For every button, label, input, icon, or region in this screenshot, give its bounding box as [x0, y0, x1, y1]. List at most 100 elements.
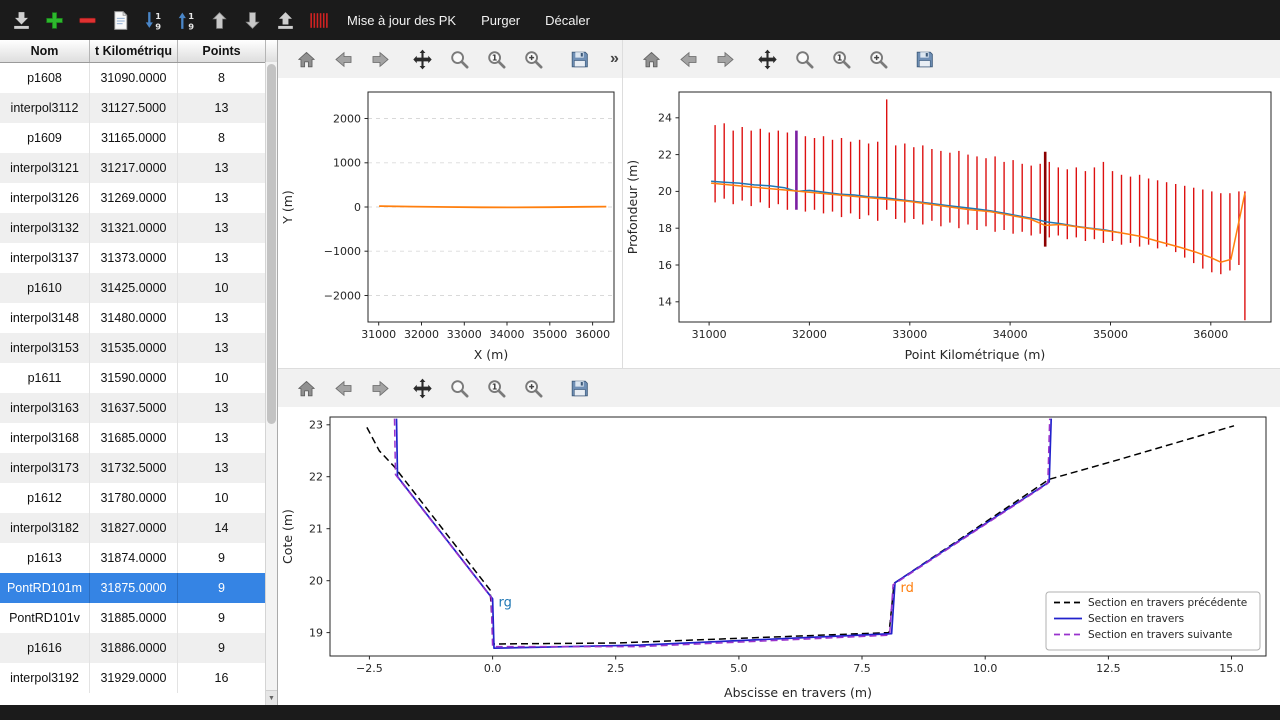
cell-points: 10 [178, 273, 266, 303]
add-section-button[interactable] [39, 5, 69, 35]
update-pk-button[interactable]: Mise à jour des PK [347, 12, 457, 28]
purge-button[interactable]: Purger [481, 12, 521, 28]
zoom-plus-button[interactable] [519, 374, 547, 402]
svg-text:−1000: −1000 [324, 245, 361, 258]
home-button[interactable] [292, 45, 320, 73]
add-icon [43, 9, 66, 32]
zoom-button[interactable] [790, 45, 818, 73]
cell-points: 10 [178, 483, 266, 513]
table-row-interpol3137[interactable]: interpol3137 31373.0000 13 [0, 243, 277, 273]
table-row-interpol3148[interactable]: interpol3148 31480.0000 13 [0, 303, 277, 333]
zoom-button[interactable] [445, 45, 473, 73]
save-icon [568, 377, 591, 400]
zoom-button[interactable] [445, 374, 473, 402]
zoom-plus-button[interactable] [864, 45, 892, 73]
export-sections-button[interactable] [270, 5, 300, 35]
cell-nom: interpol3148 [0, 303, 90, 333]
column-header-0[interactable]: Nom [0, 40, 90, 62]
zoom-one-button[interactable]: 1 [827, 45, 855, 73]
forward-icon [369, 48, 392, 71]
edit-section-button[interactable] [105, 5, 135, 35]
table-row-interpol3121[interactable]: interpol3121 31217.0000 13 [0, 153, 277, 183]
cell-pk: 31090.0000 [90, 63, 178, 93]
save-button[interactable] [910, 45, 938, 73]
delete-section-button[interactable] [72, 5, 102, 35]
svg-text:15.0: 15.0 [1219, 662, 1244, 675]
sections-pattern-button[interactable] [303, 5, 333, 35]
table-row-interpol3192[interactable]: interpol3192 31929.0000 16 [0, 663, 277, 693]
svg-text:Section en travers précédente: Section en travers précédente [1088, 597, 1247, 609]
table-row-interpol3182[interactable]: interpol3182 31827.0000 14 [0, 513, 277, 543]
pan-button[interactable] [753, 45, 781, 73]
table-scrollbar[interactable]: ▼ [265, 62, 277, 705]
figures-area: 1 » 31000 32000 33000 34000 35000 36000 −2000 −1… [278, 40, 1280, 705]
cell-points: 8 [178, 123, 266, 153]
cell-nom: interpol3163 [0, 393, 90, 423]
cell-nom: p1608 [0, 63, 90, 93]
svg-text:32000: 32000 [792, 328, 827, 341]
table-row-interpol3126[interactable]: interpol3126 31269.0000 13 [0, 183, 277, 213]
forward-button[interactable] [711, 45, 739, 73]
table-row-p1613[interactable]: p1613 31874.0000 9 [0, 543, 277, 573]
save-button[interactable] [565, 45, 593, 73]
svg-text:Y (m): Y (m) [280, 190, 295, 225]
pan-button[interactable] [408, 374, 436, 402]
shift-button[interactable]: Décaler [545, 12, 590, 28]
table-row-interpol3112[interactable]: interpol3112 31127.5000 13 [0, 93, 277, 123]
table-row-p1616[interactable]: p1616 31886.0000 9 [0, 633, 277, 663]
pan-button[interactable] [408, 45, 436, 73]
forward-button[interactable] [366, 374, 394, 402]
cross-section-chart[interactable]: rg rd −2.5 0.0 2.5 5.0 7.5 10.0 12.5 15.0 19 20 21 22… [278, 407, 1280, 705]
back-button[interactable] [329, 45, 357, 73]
table-row-p1609[interactable]: p1609 31165.0000 8 [0, 123, 277, 153]
table-row-p1608[interactable]: p1608 31090.0000 8 [0, 63, 277, 93]
cell-nom: p1616 [0, 633, 90, 663]
table-row-p1612[interactable]: p1612 31780.0000 10 [0, 483, 277, 513]
svg-text:X (m): X (m) [474, 347, 508, 362]
zoom-plus-button[interactable] [519, 45, 547, 73]
back-button[interactable] [329, 374, 357, 402]
forward-button[interactable] [366, 45, 394, 73]
table-row-p1611[interactable]: p1611 31590.0000 10 [0, 363, 277, 393]
plan-figure-canvas: 31000 32000 33000 34000 35000 36000 −2000 −1000… [278, 78, 622, 368]
cell-points: 13 [178, 243, 266, 273]
table-row-PontRD101m[interactable]: PontRD101m 31875.0000 9 [0, 573, 277, 603]
move-up-button[interactable] [204, 5, 234, 35]
cell-nom: interpol3168 [0, 423, 90, 453]
scrollbar-down-button[interactable]: ▼ [266, 690, 277, 705]
svg-text:22: 22 [658, 148, 672, 161]
save-button[interactable] [565, 374, 593, 402]
svg-text:2.5: 2.5 [607, 662, 625, 675]
home-button[interactable] [637, 45, 665, 73]
move-down-button[interactable] [237, 5, 267, 35]
svg-text:Point Kilométrique (m): Point Kilométrique (m) [905, 347, 1046, 362]
table-row-interpol3173[interactable]: interpol3173 31732.5000 13 [0, 453, 277, 483]
plan-view-chart[interactable]: 31000 32000 33000 34000 35000 36000 −2000 −1000… [278, 78, 622, 368]
table-row-interpol3153[interactable]: interpol3153 31535.0000 13 [0, 333, 277, 363]
toolbar-overflow-chevron[interactable]: » [610, 50, 619, 67]
cell-pk: 31885.0000 [90, 603, 178, 633]
import-sections-button[interactable] [6, 5, 36, 35]
cell-nom: interpol3137 [0, 243, 90, 273]
table-row-interpol3163[interactable]: interpol3163 31637.5000 13 [0, 393, 277, 423]
zoom-one-button[interactable]: 1 [482, 374, 510, 402]
cross-section-figure-canvas: rg rd −2.5 0.0 2.5 5.0 7.5 10.0 12.5 15.0 19 20 21 22… [278, 407, 1280, 705]
cell-pk: 31590.0000 [90, 363, 178, 393]
cross-section-figure-toolbar: 1 [278, 369, 1280, 407]
cell-pk: 31732.5000 [90, 453, 178, 483]
scrollbar-thumb[interactable] [267, 64, 276, 425]
long-profile-chart[interactable]: 31000 32000 33000 34000 35000 36000 14 16 18 20 22… [623, 78, 1280, 368]
back-button[interactable] [674, 45, 702, 73]
figure-plan: 1 » 31000 32000 33000 34000 35000 36000 −2000 −1… [278, 40, 622, 368]
column-header-1[interactable]: t Kilométriqu [90, 40, 178, 62]
zoom-one-button[interactable]: 1 [482, 45, 510, 73]
table-row-p1610[interactable]: p1610 31425.0000 10 [0, 273, 277, 303]
cell-nom: interpol3182 [0, 513, 90, 543]
table-row-interpol3168[interactable]: interpol3168 31685.0000 13 [0, 423, 277, 453]
table-row-PontRD101v[interactable]: PontRD101v 31885.0000 9 [0, 603, 277, 633]
home-button[interactable] [292, 374, 320, 402]
column-header-2[interactable]: Points [178, 40, 266, 62]
table-row-interpol3132[interactable]: interpol3132 31321.0000 13 [0, 213, 277, 243]
